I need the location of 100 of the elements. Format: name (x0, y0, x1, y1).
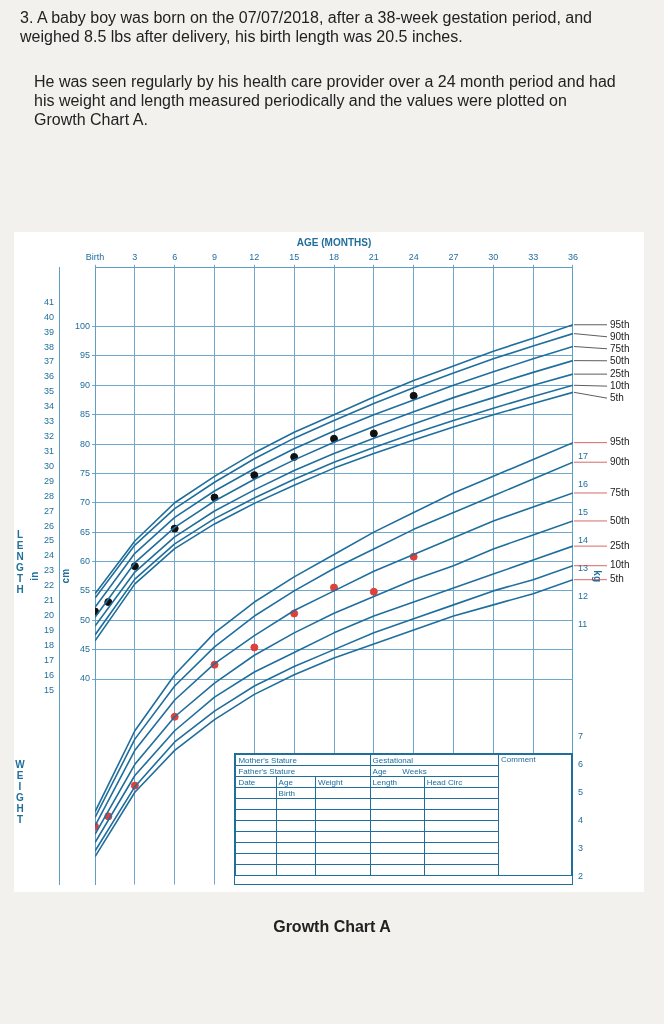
annotation: Comment (498, 754, 572, 876)
y3-tick-label: 23 (44, 565, 55, 576)
y2-tick-label: 17 (577, 451, 588, 462)
y3-tick-label: 27 (44, 505, 55, 516)
y2-tick-label: 15 (577, 507, 588, 518)
y3-tick-label: 20 (44, 610, 55, 621)
annotation: Weight (315, 776, 371, 788)
y-tick-label: 50 (80, 614, 91, 625)
text: 25th (610, 539, 630, 551)
x-tick-label: 3 (132, 251, 138, 262)
annotation: Age (276, 776, 316, 788)
x-tick-label: 6 (172, 251, 178, 262)
x-tick-label: 27 (448, 251, 459, 262)
y2-tick-label: 16 (577, 479, 588, 490)
y-axis-title: cm (59, 568, 71, 584)
text: Age Weeks (372, 766, 427, 776)
text: 90th (610, 455, 630, 467)
x-tick-label: 24 (408, 251, 419, 262)
chart-title: 3. A baby boy was born on the 07/07/2018, after a 38-week gestation period, and weighed 8.5 lbs after delivery, his birth length was 20.5 inches. (20, 8, 593, 46)
y3-tick-label: 34 (44, 401, 55, 412)
x-tick-label: 9 (212, 251, 218, 262)
y3-tick-label: 37 (44, 356, 55, 367)
text: 75th (610, 342, 630, 354)
y3-tick-label: 36 (44, 371, 55, 382)
y2-tick-label: 7 (577, 730, 583, 741)
y3-tick-label: 40 (44, 311, 55, 322)
y2-tick-label: 5 (577, 786, 583, 797)
y-tick-label: 100 (75, 321, 91, 332)
y3-tick-label: 35 (44, 386, 55, 397)
y3-tick-label: 22 (44, 580, 55, 591)
y-tick-label: 40 (80, 673, 91, 684)
text: 10th (610, 379, 630, 391)
text: 95th (610, 436, 630, 448)
y-tick-label: 60 (80, 556, 91, 566)
y3-tick-label: 26 (44, 520, 55, 531)
x-tick-label: 30 (488, 251, 499, 262)
annotation: Date (235, 776, 277, 788)
y3-tick-label: 25 (44, 535, 55, 546)
y-tick-label: 70 (80, 497, 91, 508)
y3-tick-label: 38 (44, 341, 55, 352)
y3-tick-label: 24 (44, 550, 55, 561)
y3-tick-label: 33 (44, 416, 55, 427)
x-tick-label: 12 (249, 251, 260, 262)
y-tick-label: 85 (80, 409, 91, 420)
y2-axis-title: kg (592, 570, 604, 583)
annotation: Length (370, 776, 425, 788)
text: WEIGHT (15, 759, 25, 826)
y-tick-label: 95 (80, 350, 91, 361)
y3-tick-label: 39 (44, 326, 55, 337)
x-tick-label: 18 (329, 251, 340, 262)
text: 50th (610, 354, 630, 366)
y3-tick-label: 18 (44, 639, 55, 650)
y-tick-label: 75 (80, 467, 91, 478)
y-tick-label: 80 (80, 438, 91, 449)
y3-tick-label: 15 (44, 684, 55, 695)
text: 90th (610, 330, 630, 342)
text: Growth Chart A (272, 918, 392, 936)
x-tick-label: Birth (85, 251, 105, 262)
y3-tick-label: 29 (44, 475, 55, 486)
y2-tick-label: 13 (577, 562, 588, 573)
y3-tick-label: 17 (44, 654, 55, 665)
text: 75th (610, 486, 630, 498)
y3-tick-label: 21 (44, 595, 55, 606)
y-tick-label: 90 (80, 379, 91, 390)
y2-tick-label: 3 (577, 842, 583, 853)
annotation: Head Circ (424, 776, 499, 788)
y2-tick-label: 6 (577, 758, 583, 769)
annotation: Gestational (370, 754, 499, 766)
y2-tick-label: 2 (577, 870, 583, 881)
annotation: Father's Stature (235, 765, 371, 777)
annotation: Birth (276, 787, 316, 799)
y-tick-label: 55 (80, 585, 91, 596)
chart-subtitle: He was seen regularly by his health care provider over a 24 month period and had his weight and length measured periodically and the values were plotted on Growth Chart A. (33, 72, 617, 129)
text: 95th (610, 318, 630, 330)
x-tick-label: 33 (528, 251, 539, 262)
text: 5th (610, 573, 624, 585)
text: 5th (610, 391, 624, 403)
text: 50th (610, 514, 630, 526)
y-tick-label: 45 (80, 644, 91, 655)
text: LENGTH (15, 528, 25, 595)
y3-tick-label: 31 (44, 445, 55, 456)
x-tick-label: 15 (289, 251, 300, 262)
y3-tick-label: 32 (44, 431, 55, 442)
y3-tick-label: 19 (44, 624, 55, 635)
y2-tick-label: 14 (577, 535, 588, 546)
y3-tick-label: 16 (44, 669, 55, 680)
text: 25th (610, 367, 630, 379)
y-tick-label: 65 (80, 526, 91, 537)
text: 10th (610, 559, 630, 571)
y3-tick-label: 41 (44, 296, 55, 307)
y3-tick-label: 30 (44, 460, 55, 471)
x-tick-label: 21 (368, 251, 379, 262)
y2-tick-label: 12 (577, 590, 588, 601)
x-tick-label: 36 (567, 251, 578, 262)
annotation: Mother's Stature (235, 754, 371, 766)
y3-tick-label: 28 (44, 490, 55, 501)
y2-tick-label: 4 (577, 814, 583, 825)
y2-tick-label: 11 (577, 618, 588, 629)
x-axis-title: AGE (MONTHS) (296, 236, 372, 248)
y3-axis-title: in (28, 571, 40, 581)
